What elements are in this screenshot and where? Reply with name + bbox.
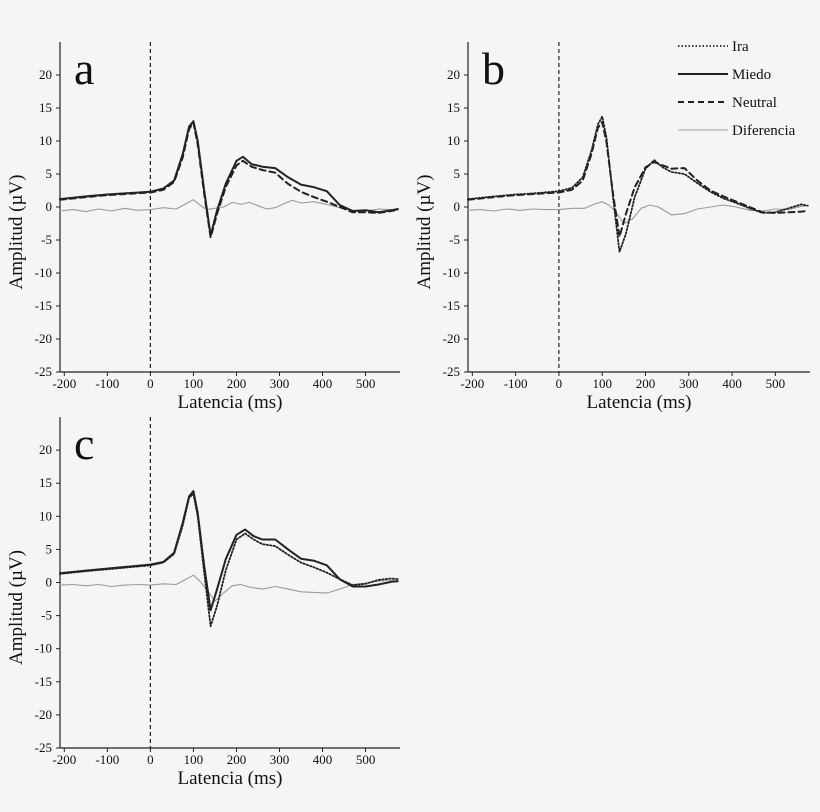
y-tick-label: -25 bbox=[35, 364, 52, 379]
y-tick-label: 10 bbox=[39, 133, 52, 148]
y-tick-label: 0 bbox=[46, 199, 53, 214]
x-tick-label: 0 bbox=[556, 376, 563, 391]
series-miedo-line bbox=[59, 490, 399, 612]
panel-letter: a bbox=[74, 43, 94, 94]
x-tick-label: 400 bbox=[722, 376, 742, 391]
x-tick-label: 100 bbox=[184, 376, 204, 391]
x-axis-label: Latencia (ms) bbox=[587, 392, 692, 413]
series-diferencia-line bbox=[59, 574, 399, 602]
x-tick-label: 300 bbox=[679, 376, 699, 391]
y-tick-label: -5 bbox=[41, 232, 52, 247]
y-tick-label: 15 bbox=[39, 100, 52, 115]
y-tick-label: 5 bbox=[46, 541, 53, 556]
y-tick-label: -10 bbox=[35, 641, 52, 656]
legend-label-miedo: Miedo bbox=[732, 67, 771, 83]
x-tick-label: 300 bbox=[270, 752, 290, 767]
x-axis-label: Latencia (ms) bbox=[178, 392, 283, 413]
x-tick-label: 500 bbox=[356, 752, 376, 767]
x-tick-label: 200 bbox=[227, 376, 247, 391]
y-tick-label: -20 bbox=[443, 331, 460, 346]
y-tick-label: 10 bbox=[39, 508, 52, 523]
panel-letter: c bbox=[74, 418, 94, 469]
x-tick-label: -100 bbox=[504, 376, 528, 391]
y-tick-label: -10 bbox=[35, 265, 52, 280]
series-diferencia-line bbox=[467, 201, 809, 225]
y-tick-label: -5 bbox=[41, 608, 52, 623]
panel-b-chart: b 20 15 10 5 0 -5 -10 -15 -20 -25-200 -100 0 100 200 30… bbox=[414, 42, 810, 413]
series-diferencia-line bbox=[59, 199, 399, 213]
series-ira-line bbox=[467, 115, 809, 253]
legend-label-ira: Ira bbox=[732, 39, 749, 55]
x-tick-label: -100 bbox=[95, 752, 119, 767]
y-tick-label: -10 bbox=[443, 265, 460, 280]
series-miedo-line bbox=[59, 120, 399, 237]
x-tick-label: 0 bbox=[147, 376, 154, 391]
y-tick-label: -5 bbox=[449, 232, 460, 247]
x-tick-label: 400 bbox=[313, 752, 333, 767]
x-tick-label: 100 bbox=[184, 752, 204, 767]
y-tick-label: -15 bbox=[35, 674, 52, 689]
y-tick-label: 5 bbox=[454, 166, 461, 181]
series-neutral-line bbox=[467, 120, 809, 238]
x-tick-label: 300 bbox=[270, 376, 290, 391]
y-tick-label: -20 bbox=[35, 707, 52, 722]
y-tick-label: -15 bbox=[35, 298, 52, 313]
legend: Ira Miedo Neutral Diferencia bbox=[678, 39, 796, 139]
panel-letter: b bbox=[482, 43, 505, 94]
y-tick-label: -20 bbox=[35, 331, 52, 346]
y-tick-label: -25 bbox=[443, 364, 460, 379]
y-tick-label: 10 bbox=[447, 133, 460, 148]
x-tick-label: 200 bbox=[227, 752, 247, 767]
x-tick-label: -200 bbox=[52, 752, 76, 767]
y-axis-label: Amplitud (µV) bbox=[414, 175, 435, 290]
y-tick-label: 0 bbox=[454, 199, 461, 214]
x-tick-label: 200 bbox=[636, 376, 656, 391]
y-tick-label: 20 bbox=[39, 67, 52, 82]
y-tick-label: -25 bbox=[35, 740, 52, 755]
x-tick-label: 500 bbox=[766, 376, 786, 391]
series-ira-line bbox=[59, 492, 399, 628]
panel-a-chart: a 20 15 10 5 0 -5 -10 -15 -20 -25-200 -100 0 100 200 30… bbox=[6, 42, 400, 413]
y-tick-label: -15 bbox=[443, 298, 460, 313]
x-tick-label: 100 bbox=[592, 376, 612, 391]
x-tick-label: -200 bbox=[52, 376, 76, 391]
y-axis-label: Amplitud (µV) bbox=[6, 175, 27, 290]
x-tick-label: 0 bbox=[147, 752, 154, 767]
x-tick-label: -200 bbox=[460, 376, 484, 391]
x-axis-label: Latencia (ms) bbox=[178, 768, 283, 789]
y-tick-label: 15 bbox=[39, 475, 52, 490]
x-tick-label: -100 bbox=[95, 376, 119, 391]
legend-label-neutral: Neutral bbox=[732, 95, 777, 111]
y-tick-label: 15 bbox=[447, 100, 460, 115]
panel-c-chart: c 20 15 10 5 0 -5 -10 -15 -20 -25-200 -100 0 100 200 30… bbox=[6, 417, 400, 789]
legend-label-diferencia: Diferencia bbox=[732, 123, 796, 139]
x-tick-label: 400 bbox=[313, 376, 333, 391]
series-neutral-line bbox=[59, 121, 399, 239]
y-tick-label: 5 bbox=[46, 166, 53, 181]
x-tick-label: 500 bbox=[356, 376, 376, 391]
y-axis-label: Amplitud (µV) bbox=[6, 550, 27, 665]
y-tick-label: 20 bbox=[447, 67, 460, 82]
y-tick-label: 0 bbox=[46, 575, 53, 590]
y-tick-label: 20 bbox=[39, 442, 52, 457]
